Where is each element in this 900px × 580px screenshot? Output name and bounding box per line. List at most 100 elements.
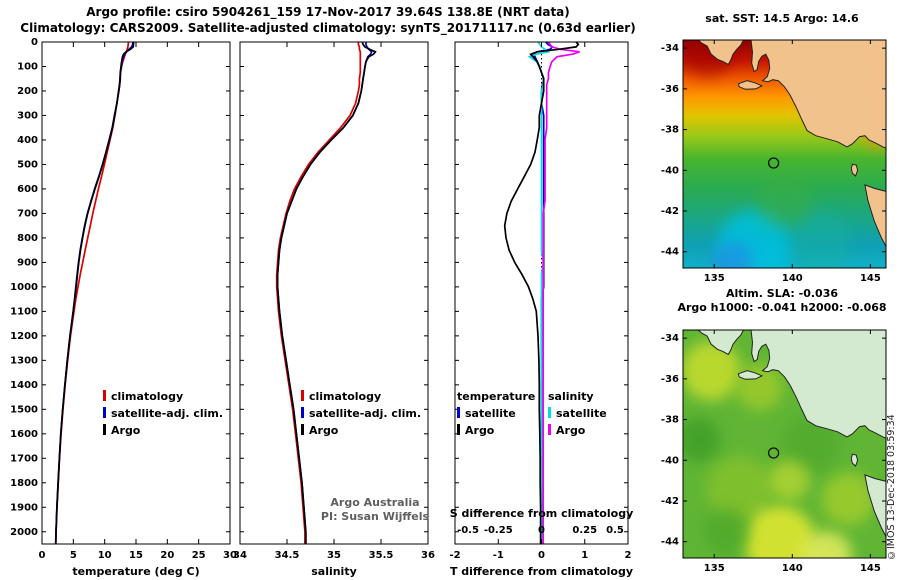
salinity-profile-panel-series-satellite-adj--clim- xyxy=(276,42,373,544)
axes-box xyxy=(41,41,231,545)
coastline xyxy=(864,474,886,538)
legend-line-marker xyxy=(301,407,304,418)
legend-line-marker xyxy=(457,407,460,418)
difference-panel: -2 -1 0 1 2 T difference from climatology S di… xyxy=(449,41,634,578)
coastline xyxy=(864,184,886,248)
depth-tick-label: 900 xyxy=(17,257,38,268)
difference-panel-series-s-diff-argo xyxy=(542,41,580,544)
legend-label: Argo xyxy=(465,424,495,437)
legend-label: Argo xyxy=(309,424,339,437)
annotation-pi: PI: Susan Wijffels xyxy=(320,510,430,523)
salinity-panel-legend: climatology satellite-adj. clim. Argo xyxy=(301,389,421,440)
lat-tick-label: -42 xyxy=(661,496,679,507)
depth-tick-label: 2000 xyxy=(10,527,38,538)
x-axis-label: T difference from climatology xyxy=(450,565,633,578)
diff-legend-salinity: salinity satellite Argo xyxy=(548,389,607,440)
legend-header: salinity xyxy=(548,390,594,403)
lat-tick-label: -44 xyxy=(661,247,679,258)
legend-item: Argo xyxy=(548,423,607,440)
depth-tick-label: 1500 xyxy=(10,404,38,415)
legend-header: temperature xyxy=(457,390,536,403)
salinity-profile-panel-series-climatology xyxy=(275,42,362,544)
depth-tick-label: 0 xyxy=(31,37,38,48)
coastline xyxy=(697,40,886,149)
s-tick-label: -0.5 xyxy=(457,525,479,536)
lat-tick-label: -34 xyxy=(661,43,679,54)
sst-map: 135 140 145 -34 -36 -38 -40 -42 -44 xyxy=(661,39,887,284)
sla-map-title-line1: Altim. SLA: -0.036 xyxy=(725,287,839,300)
x-tick-label: 2 xyxy=(625,550,632,561)
temperature-profile-panel-series-satellite-adj--clim- xyxy=(54,41,134,545)
x-tick-label: 34 xyxy=(233,550,247,561)
lon-tick-label: 135 xyxy=(704,563,725,574)
depth-tick-label: 300 xyxy=(17,110,38,121)
depth-tick-label: 1800 xyxy=(10,478,38,489)
legend-label: satellite xyxy=(465,407,516,420)
depth-tick-label: 1400 xyxy=(10,380,38,391)
salinity-profile-panel: 34 34.5 35 35.5 36 salinity xyxy=(233,41,435,578)
legend-item: climatology xyxy=(301,389,421,406)
legend-item: Argo xyxy=(103,423,223,440)
legend-line-marker xyxy=(301,424,304,435)
page-subtitle: Climatology: CARS2009. Satellite-adjuste… xyxy=(20,21,636,35)
legend-item: climatology xyxy=(103,389,223,406)
depth-tick-label: 700 xyxy=(17,208,38,219)
legend-label: climatology xyxy=(309,390,382,403)
lat-tick-label: -38 xyxy=(661,125,679,136)
lon-tick-label: 140 xyxy=(782,273,803,284)
coastline xyxy=(737,80,764,90)
x-tick-label: -1 xyxy=(493,550,504,561)
s-tick-label: 0.5 xyxy=(606,525,624,536)
float-position-marker xyxy=(767,157,780,169)
float-position-marker xyxy=(767,447,780,459)
legend-line-marker xyxy=(301,390,304,401)
depth-tick-label: 800 xyxy=(17,233,38,244)
x-tick-label: 1 xyxy=(581,550,588,561)
salinity-profile-panel-series-argo xyxy=(276,41,377,544)
s-tick-label: -0.25 xyxy=(484,525,513,536)
legend-label: satellite-adj. clim. xyxy=(309,407,422,420)
x-tick-label: -2 xyxy=(449,550,460,561)
temperature-profile-panel: 0 5 10 15 20 25 300100200300400500600700800900… xyxy=(10,37,237,578)
legend-item: satellite-adj. clim. xyxy=(301,406,421,423)
depth-tick-label: 200 xyxy=(17,86,38,97)
lat-tick-label: -44 xyxy=(661,537,679,548)
legend-label: climatology xyxy=(111,390,184,403)
lon-tick-label: 145 xyxy=(860,563,881,574)
x-axis-label: temperature (deg C) xyxy=(72,565,199,578)
legend-label: Argo xyxy=(111,424,141,437)
x-tick-label: 25 xyxy=(192,550,206,561)
x-tick-label: 30 xyxy=(223,550,237,561)
difference-panel-series-s-diff-satellite xyxy=(527,41,551,544)
legend-label: Argo xyxy=(556,424,586,437)
legend-line-marker xyxy=(548,407,551,418)
sst-map-title: sat. SST: 14.5 Argo: 14.6 xyxy=(705,12,859,25)
depth-tick-label: 400 xyxy=(17,135,38,146)
x-tick-label: 35.5 xyxy=(369,550,394,561)
legend-item: satellite-adj. clim. xyxy=(103,406,223,423)
coastline xyxy=(850,163,859,177)
x-tick-label: 35 xyxy=(327,550,341,561)
lat-tick-label: -40 xyxy=(661,455,679,466)
legend-line-marker xyxy=(103,390,106,401)
s-axis-label: S difference from climatology xyxy=(450,507,634,520)
temperature-panel-legend: climatology satellite-adj. clim. Argo xyxy=(103,389,223,440)
coastline xyxy=(697,330,886,439)
lon-tick-label: 135 xyxy=(704,273,725,284)
legend-item: Argo xyxy=(301,423,421,440)
depth-tick-label: 500 xyxy=(17,159,38,170)
coastline xyxy=(737,370,764,380)
lat-tick-label: -36 xyxy=(661,374,679,385)
legend-line-marker xyxy=(103,424,106,435)
legend-label: satellite xyxy=(556,407,607,420)
depth-tick-label: 1000 xyxy=(10,282,38,293)
coastline xyxy=(850,453,859,467)
depth-tick-label: 1600 xyxy=(10,429,38,440)
sla-map: 135 140 145 -34 -36 -38 -40 -42 -44 xyxy=(661,329,887,574)
x-tick-label: 5 xyxy=(70,550,77,561)
annotation-org: Argo Australia xyxy=(330,496,420,509)
s-tick-label: 0.25 xyxy=(572,525,597,536)
lon-tick-label: 145 xyxy=(860,273,881,284)
